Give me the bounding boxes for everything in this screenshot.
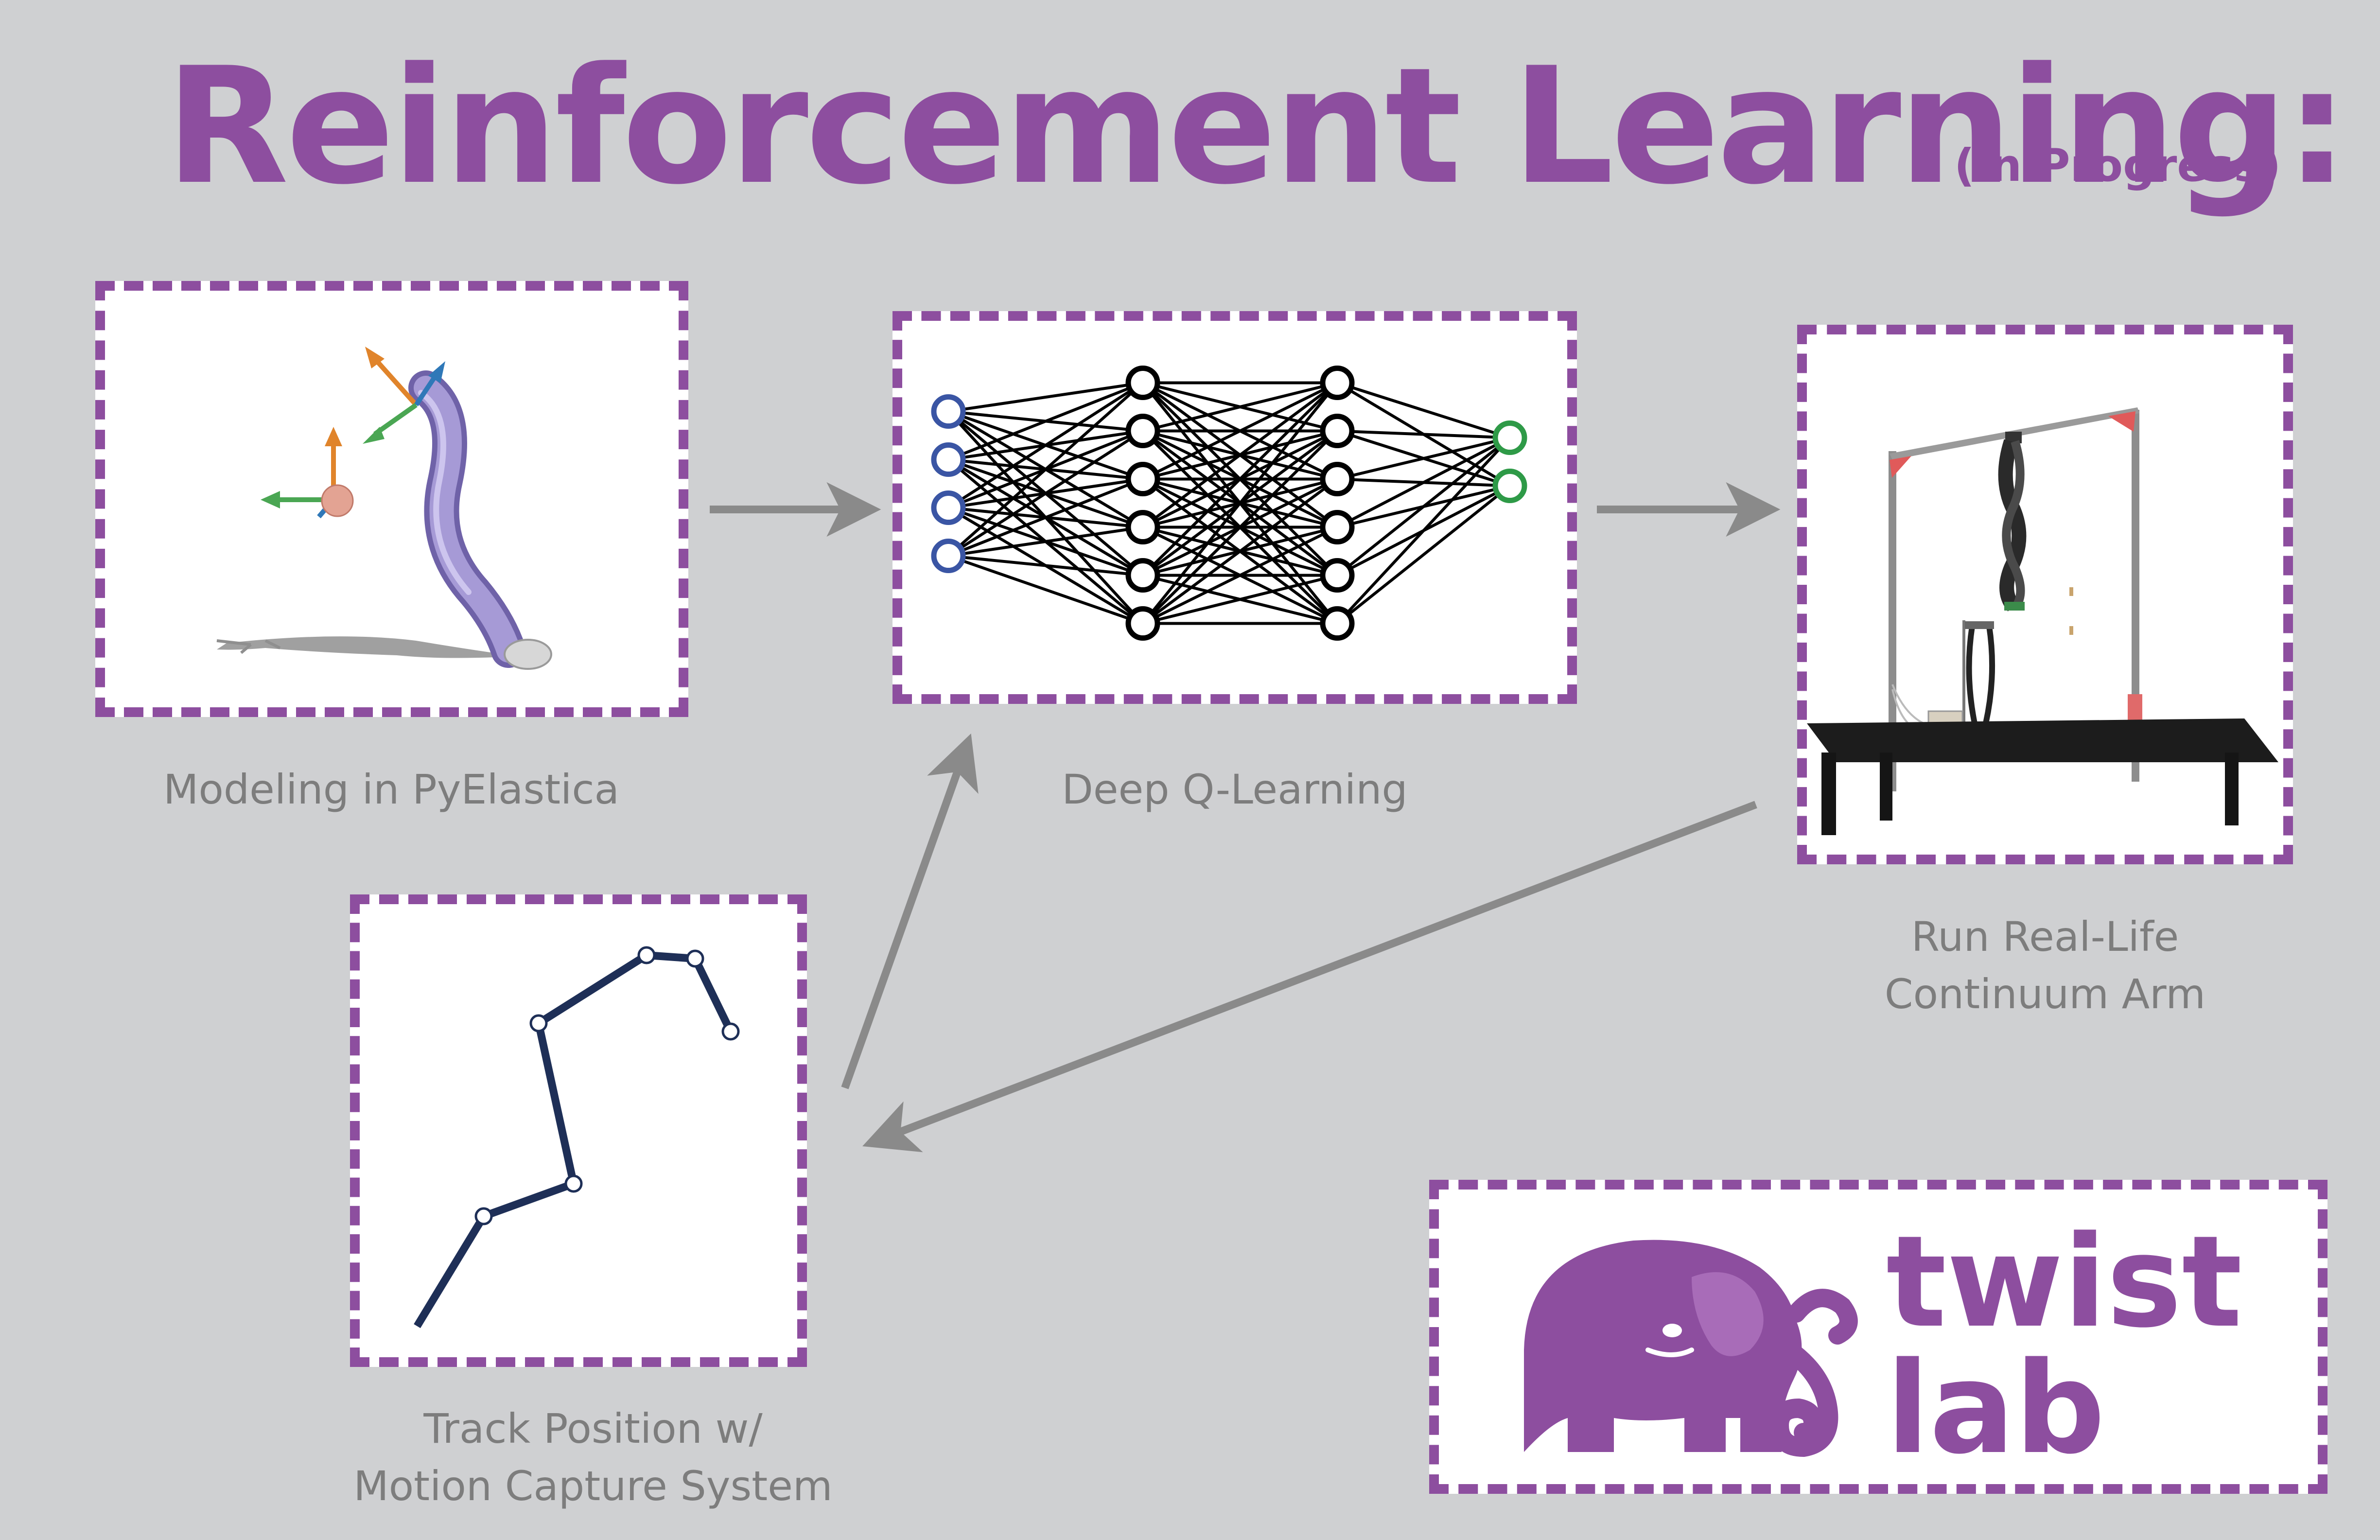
nn-input-node bbox=[931, 490, 966, 525]
modeling-caption: Modeling in PyElastica bbox=[163, 766, 620, 813]
motion-capture-trajectory bbox=[414, 946, 740, 1329]
nn-hidden-node bbox=[1320, 462, 1355, 496]
nn-hidden-node bbox=[1320, 510, 1355, 544]
nn-edge bbox=[1337, 436, 1510, 481]
logo-text-line1: twist bbox=[1886, 1209, 2242, 1356]
nn-edge bbox=[1141, 430, 1339, 625]
nn-hidden-node bbox=[1125, 510, 1160, 544]
real-arm-panel bbox=[1797, 325, 2293, 864]
nn-edge bbox=[1337, 381, 1510, 439]
nn-hidden-node bbox=[1125, 558, 1160, 593]
page-subtitle: (in Progress) bbox=[1954, 140, 2281, 192]
continuum-arm-photo bbox=[1807, 407, 2278, 835]
nn-input-node bbox=[931, 394, 966, 429]
twist-lab-logo: twist lab bbox=[1524, 1209, 2242, 1482]
nn-edge bbox=[948, 381, 1143, 413]
nn-hidden-node bbox=[1125, 606, 1160, 641]
arrow-track-to-dqn bbox=[841, 733, 979, 1089]
nn-edge bbox=[947, 477, 1144, 558]
pyelastica-render bbox=[216, 347, 552, 670]
nn-edge bbox=[1141, 382, 1339, 577]
nn-edge bbox=[1142, 574, 1338, 625]
nn-hidden-node bbox=[1320, 414, 1355, 448]
nn-hidden-node bbox=[1125, 366, 1160, 400]
nn-input-node bbox=[931, 539, 966, 573]
logo-panel: twist lab bbox=[1429, 1180, 2328, 1494]
nn-edge bbox=[1337, 429, 1510, 439]
nn-edge bbox=[1141, 382, 1339, 625]
nn-input-node bbox=[931, 442, 966, 477]
dqn-panel bbox=[892, 311, 1577, 704]
track-caption-line1: Track Position w/ bbox=[423, 1405, 763, 1452]
nn-edge bbox=[948, 554, 1143, 625]
nn-hidden-node bbox=[1320, 558, 1355, 593]
nn-edge bbox=[1336, 437, 1511, 577]
real-arm-caption-line2: Continuum Arm bbox=[1884, 970, 2206, 1018]
nn-output-node bbox=[1492, 469, 1527, 503]
nn-edge bbox=[1142, 525, 1338, 625]
nn-hidden-node bbox=[1125, 414, 1160, 448]
nn-edge bbox=[947, 382, 1144, 557]
arrow-real-to-track bbox=[862, 801, 1757, 1153]
nn-edge bbox=[1336, 437, 1511, 625]
nn-edge bbox=[1336, 436, 1511, 529]
nn-edge bbox=[948, 554, 1143, 577]
nn-edge bbox=[947, 429, 1144, 558]
nn-output-node bbox=[1492, 420, 1527, 455]
real-arm-caption-line1: Run Real-Life bbox=[1911, 913, 2179, 961]
nn-edge bbox=[947, 381, 1144, 461]
logo-text-line2: lab bbox=[1886, 1335, 2105, 1482]
neural-network-diagram bbox=[931, 366, 1527, 641]
nn-edge bbox=[1142, 382, 1338, 528]
dqn-caption: Deep Q-Learning bbox=[1062, 766, 1408, 813]
nn-edge bbox=[1336, 485, 1511, 625]
nn-edge bbox=[1142, 381, 1338, 481]
nn-edge bbox=[1142, 478, 1338, 625]
nn-edge bbox=[947, 381, 1144, 509]
nn-hidden-node bbox=[1125, 462, 1160, 496]
elephant-icon bbox=[1524, 1240, 1858, 1457]
nn-hidden-node bbox=[1320, 606, 1355, 641]
track-panel bbox=[350, 894, 807, 1367]
nn-hidden-node bbox=[1320, 366, 1355, 400]
modeling-panel bbox=[95, 281, 688, 717]
nn-edge bbox=[948, 525, 1143, 558]
track-caption-line2: Motion Capture System bbox=[353, 1462, 833, 1510]
page-title: Reinforcement Learning: bbox=[165, 33, 2349, 220]
nn-edge bbox=[1142, 381, 1338, 433]
